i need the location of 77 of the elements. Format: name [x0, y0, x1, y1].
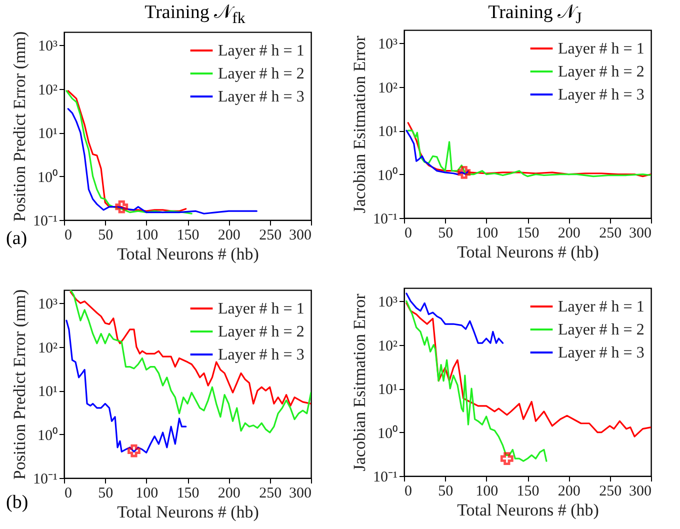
- x-tick-label: 50: [98, 486, 114, 502]
- y-axis-title: Position Predict Error (mm): [10, 31, 30, 222]
- line-series: [70, 291, 311, 407]
- x-tick-label: 100: [476, 226, 498, 242]
- legend-label: Layer # h = 1: [218, 300, 304, 318]
- x-axis-title: Total Neurons # (hb): [457, 242, 599, 262]
- x-tick-label: 200: [558, 484, 580, 500]
- chart-title: Training 𝒩$_{J}$: [487, 1, 583, 27]
- legend-label: Layer # h = 1: [558, 40, 644, 58]
- x-tick-label: 100: [136, 486, 158, 502]
- legend-label: Layer # h = 3: [218, 88, 304, 106]
- y-tick-label: 10⁰: [378, 166, 398, 184]
- x-tick-label: 150: [176, 228, 200, 244]
- x-tick-label: 200: [218, 228, 240, 244]
- y-tick-label: 10³: [38, 296, 58, 313]
- y-tick-label: 10⁻¹: [373, 470, 398, 486]
- x-tick-label: 100: [476, 484, 498, 500]
- y-tick-label: 10⁰: [38, 426, 58, 444]
- legend-label: Layer # h = 1: [558, 298, 644, 316]
- x-tick-label: 300: [289, 228, 312, 244]
- y-tick-label: 10⁻¹: [33, 472, 58, 488]
- x-tick-label: 250: [259, 228, 282, 244]
- x-axis-title: Total Neurons # (hb): [117, 244, 259, 264]
- y-axis-title: Position Predict Error (mm): [10, 289, 30, 480]
- y-tick-label: 10⁰: [378, 424, 398, 442]
- x-tick-label: 150: [516, 226, 540, 242]
- x-tick-label: 0: [64, 228, 72, 244]
- line-series: [406, 292, 504, 344]
- y-tick-label: 10³: [378, 36, 398, 53]
- x-tick-label: 0: [404, 226, 412, 242]
- y-tick-label: 10⁻¹: [373, 212, 398, 228]
- x-tick-label: 250: [599, 484, 622, 500]
- y-tick-label: 10²: [38, 82, 58, 98]
- y-tick-label: 10²: [378, 338, 398, 354]
- x-tick-label: 50: [98, 228, 114, 244]
- y-axis-title: Jacobian Esitmation Error: [350, 293, 370, 472]
- x-tick-label: 200: [558, 226, 580, 242]
- line-series: [406, 302, 651, 438]
- y-tick-label: 10¹: [378, 382, 398, 398]
- x-tick-label: 50: [438, 484, 454, 500]
- x-axis-title: Total Neurons # (hb): [117, 502, 259, 522]
- y-tick-label: 10¹: [38, 384, 58, 400]
- y-tick-label: 10³: [38, 38, 58, 55]
- line-series: [70, 290, 311, 434]
- legend-label: Layer # h = 3: [558, 344, 644, 362]
- text: (b): [6, 492, 28, 514]
- y-axis-title: Jacobian Esitmation Error: [350, 35, 370, 214]
- x-tick-label: 0: [404, 484, 412, 500]
- x-tick-label: 100: [136, 228, 158, 244]
- legend-label: Layer # h = 2: [218, 66, 304, 82]
- line-series: [67, 108, 258, 214]
- x-tick-label: 150: [176, 486, 200, 502]
- legend-label: Layer # h = 3: [558, 86, 644, 104]
- x-axis-title: Total Neurons # (hb): [457, 500, 599, 520]
- y-tick-label: 10¹: [378, 124, 398, 140]
- x-tick-label: 250: [259, 486, 282, 502]
- y-tick-label: 10²: [378, 80, 398, 96]
- legend-label: Layer # h = 2: [218, 324, 304, 340]
- x-tick-label: 250: [599, 226, 622, 242]
- x-tick-label: 0: [64, 486, 72, 502]
- legend-label: Layer # h = 1: [218, 42, 304, 60]
- text: (a): [6, 228, 28, 250]
- y-tick-label: 10²: [38, 340, 58, 356]
- y-tick-label: 10⁻¹: [33, 214, 58, 230]
- x-tick-label: 300: [629, 226, 652, 242]
- y-tick-label: 10³: [378, 294, 398, 311]
- y-tick-label: 10¹: [38, 126, 58, 142]
- x-tick-label: 50: [438, 226, 454, 242]
- y-tick-label: 10⁰: [38, 168, 58, 186]
- legend-label: Layer # h = 3: [218, 346, 304, 364]
- chart-title: Training 𝒩$_{fk}$: [144, 1, 246, 27]
- x-tick-label: 300: [629, 484, 652, 500]
- legend-label: Layer # h = 2: [558, 322, 644, 338]
- x-tick-label: 300: [289, 486, 312, 502]
- x-tick-label: 150: [516, 484, 540, 500]
- legend-label: Layer # h = 2: [558, 64, 644, 80]
- x-tick-label: 200: [218, 486, 240, 502]
